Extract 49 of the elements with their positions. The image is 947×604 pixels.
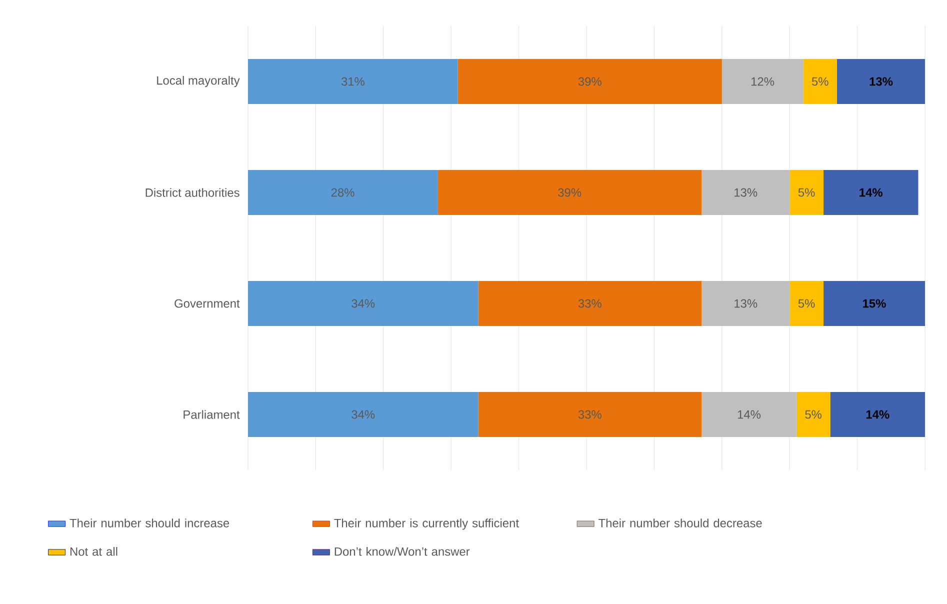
bar	[248, 58, 458, 104]
bar	[702, 170, 790, 215]
bar	[830, 392, 926, 437]
legend-label: Their number should decrease	[598, 518, 762, 528]
bar	[438, 170, 702, 215]
y-tick-label: Parliament	[184, 410, 240, 419]
data-label: 13%	[734, 299, 758, 308]
data-label: 14%	[866, 410, 890, 419]
data-label: 33%	[578, 410, 602, 419]
data-label: 34%	[352, 299, 375, 308]
data-label: 14%	[738, 410, 761, 419]
bar	[248, 392, 478, 437]
bar	[702, 280, 790, 326]
legend-label: Don’t know/Won’t answer	[334, 547, 470, 556]
bar	[248, 170, 438, 215]
data-label: 39%	[578, 77, 602, 86]
data-label: 14%	[860, 188, 882, 197]
bar	[790, 170, 824, 215]
data-label: 5%	[812, 77, 828, 86]
bar	[478, 392, 702, 437]
data-label: 5%	[798, 299, 815, 308]
y-tick-label: District authorities	[146, 188, 240, 197]
data-label: 31%	[341, 77, 364, 86]
bar	[823, 280, 926, 326]
data-label: 34%	[352, 410, 375, 419]
legend-label: Not at all	[70, 547, 118, 556]
bar	[248, 280, 478, 326]
bar	[478, 280, 702, 326]
data-label: 28%	[331, 188, 354, 197]
bar	[823, 170, 918, 215]
bar	[722, 58, 804, 104]
data-label: 39%	[558, 188, 582, 197]
bar	[796, 392, 830, 437]
data-label: 13%	[870, 77, 893, 86]
legend-label: Their number should increase	[70, 518, 230, 528]
legend-label: Their number is currently sufficient	[334, 518, 519, 530]
data-label: 15%	[863, 299, 886, 308]
bar	[837, 58, 926, 104]
data-label: 5%	[805, 410, 822, 419]
y-tick-label: Government	[174, 299, 240, 308]
bar	[702, 392, 796, 437]
data-label: 33%	[578, 299, 602, 308]
bar	[458, 58, 722, 104]
bar	[790, 280, 824, 326]
data-label: 5%	[798, 188, 815, 197]
data-label: 13%	[734, 188, 758, 197]
data-label: 12%	[751, 77, 774, 86]
y-tick-label: Local mayoralty	[157, 76, 240, 88]
bar	[803, 58, 837, 104]
